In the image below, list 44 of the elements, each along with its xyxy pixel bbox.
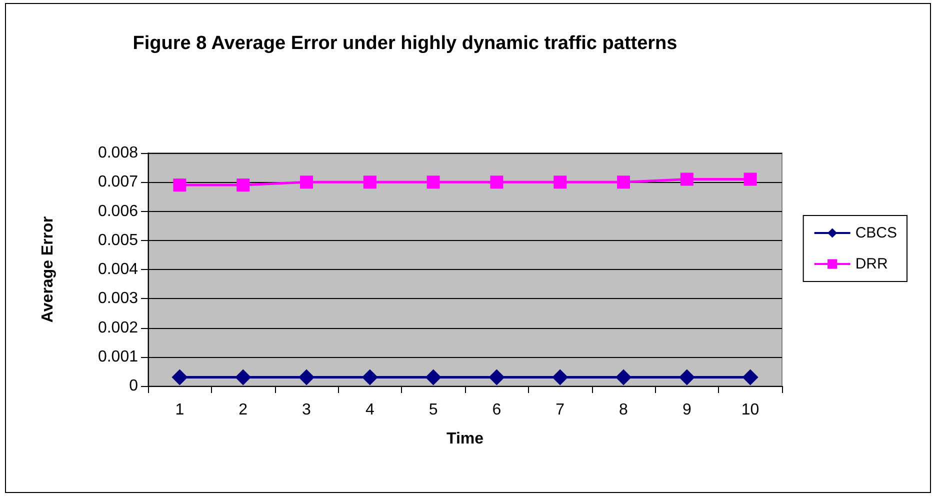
point xyxy=(236,178,250,192)
point xyxy=(488,369,505,386)
point xyxy=(173,178,186,192)
point xyxy=(616,369,632,386)
point xyxy=(680,172,694,186)
chart-title: Figure 8 Average Error under highly dynamic traffic patterns xyxy=(132,33,678,54)
x-tick-label: 1 xyxy=(175,402,184,418)
point xyxy=(300,176,313,189)
x-tick-label: 10 xyxy=(741,402,760,418)
y-tick-label: 0.003 xyxy=(98,290,138,308)
point xyxy=(426,176,440,189)
y-tick-label: 0.002 xyxy=(98,319,138,336)
x-tick-label: 3 xyxy=(302,402,312,418)
x-tick-label: 7 xyxy=(556,402,565,418)
point xyxy=(490,176,504,189)
x-tick-label: 5 xyxy=(428,402,438,418)
point xyxy=(172,369,188,386)
legend-label: DRR xyxy=(855,256,888,272)
point xyxy=(552,369,568,386)
y-axis-title: Average Error xyxy=(40,216,56,323)
point xyxy=(678,369,695,386)
x-tick-label: 6 xyxy=(492,402,502,418)
point xyxy=(425,369,442,386)
point xyxy=(617,176,630,189)
point xyxy=(554,176,567,189)
x-tick-label: 9 xyxy=(682,402,692,418)
y-tick-label: 0.004 xyxy=(98,261,138,278)
point xyxy=(363,176,376,189)
x-tick-label: 4 xyxy=(365,402,374,418)
y-tick-label: 0.006 xyxy=(98,202,138,220)
y-tick-label: 0.007 xyxy=(98,174,138,191)
x-axis-title: Time xyxy=(446,430,484,448)
point xyxy=(362,369,378,386)
y-tick-label: 0.001 xyxy=(98,348,138,366)
y-tick-label: 0 xyxy=(129,378,138,394)
y-tick-label: 0.008 xyxy=(98,144,138,162)
x-tick-label: 2 xyxy=(238,402,248,418)
point xyxy=(742,369,758,386)
x-tick-label: 8 xyxy=(619,402,628,418)
point xyxy=(298,369,314,386)
point xyxy=(744,172,757,186)
y-tick-label: 0.005 xyxy=(98,232,138,249)
legend-label: CBCS xyxy=(855,224,898,242)
point xyxy=(235,369,252,386)
